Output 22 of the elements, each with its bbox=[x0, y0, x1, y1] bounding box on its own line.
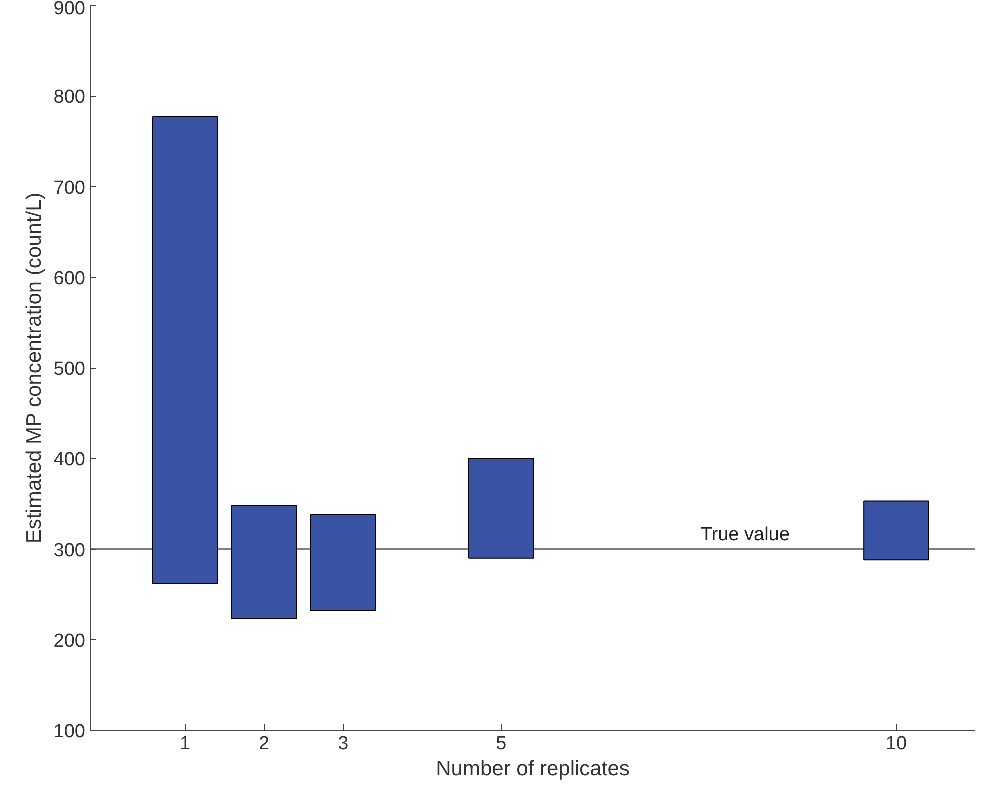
bar bbox=[231, 505, 298, 620]
bar bbox=[310, 514, 376, 612]
y-tick-label: 600 bbox=[54, 268, 86, 290]
y-tick-label: 300 bbox=[54, 540, 86, 562]
y-tick-label: 800 bbox=[54, 87, 86, 108]
y-tick-label: 700 bbox=[54, 178, 86, 199]
y-tick-label: 900 bbox=[54, 0, 86, 20]
bar bbox=[152, 116, 218, 584]
x-tick-label: 1 bbox=[180, 734, 191, 754]
bar bbox=[468, 458, 534, 559]
x-axis-title: Number of replicates bbox=[436, 758, 630, 780]
bar bbox=[864, 500, 930, 561]
x-tick-label: 10 bbox=[886, 734, 908, 754]
x-tick-label: 5 bbox=[496, 734, 507, 754]
x-tick-label: 3 bbox=[338, 734, 349, 754]
ref-line-label: True value bbox=[700, 524, 790, 546]
y-tick-label: 500 bbox=[54, 359, 86, 380]
y-tick-label: 400 bbox=[54, 450, 86, 471]
y-tick-label: 100 bbox=[54, 722, 86, 742]
x-tick-label: 2 bbox=[259, 734, 270, 754]
y-tick-label: 200 bbox=[54, 630, 86, 652]
y-axis-title: Estimated MP concentration (count/L) bbox=[22, 192, 46, 544]
